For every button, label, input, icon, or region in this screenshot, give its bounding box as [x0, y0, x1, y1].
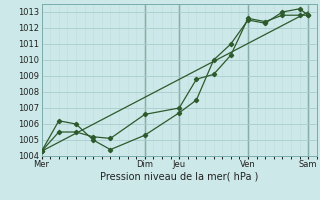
X-axis label: Pression niveau de la mer( hPa ): Pression niveau de la mer( hPa ) [100, 172, 258, 182]
